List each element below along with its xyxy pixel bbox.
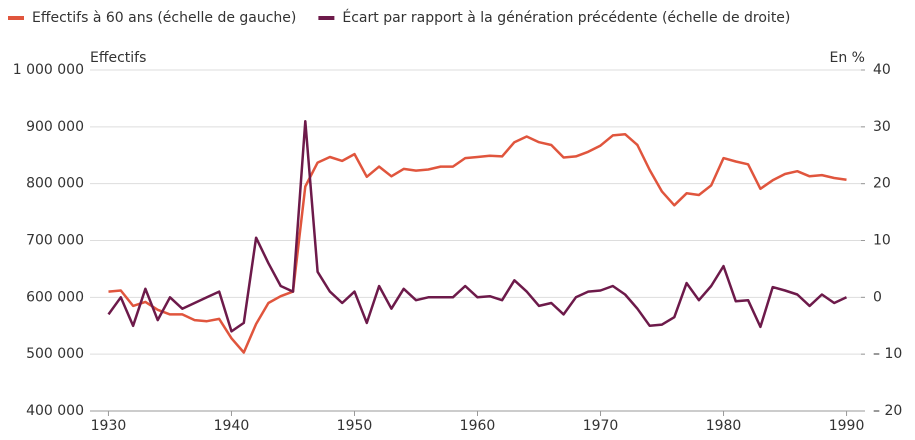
- legend-label: Effectifs à 60 ans (échelle de gauche): [32, 10, 296, 26]
- x-tick-label: 1990: [829, 418, 865, 434]
- x-tick-label: 1980: [706, 418, 742, 434]
- y2-tick-label: 20: [873, 176, 891, 192]
- y-tick-label: 500 000: [26, 346, 84, 362]
- series-line: [107, 119, 848, 333]
- x-tick-label: 1950: [337, 418, 373, 434]
- y-tick-label: 1 000 000: [13, 62, 84, 78]
- y2-tick-label: 0: [873, 289, 882, 305]
- y2-tick-label: – 20: [873, 403, 902, 419]
- y-tick-label: 700 000: [26, 233, 84, 249]
- x-tick-label: 1940: [214, 418, 250, 434]
- y-axis-title: Effectifs: [90, 50, 146, 66]
- y-tick-label: 900 000: [26, 119, 84, 135]
- y2-tick-label: 30: [873, 119, 891, 135]
- x-tick-label: 1930: [91, 418, 127, 434]
- y-tick-label: 400 000: [26, 403, 84, 419]
- series-line: [108, 132, 847, 354]
- y2-tick-label: – 10: [873, 346, 902, 362]
- y-tick-label: 600 000: [26, 289, 84, 305]
- y2-tick-label: 40: [873, 62, 891, 78]
- y2-tick-label: 10: [873, 233, 891, 249]
- y2-axis-title: En %: [830, 50, 865, 66]
- y-tick-label: 800 000: [26, 176, 84, 192]
- legend-label: Écart par rapport à la génération précéd…: [342, 9, 790, 26]
- x-tick-label: 1970: [583, 418, 619, 434]
- x-tick-label: 1960: [460, 418, 496, 434]
